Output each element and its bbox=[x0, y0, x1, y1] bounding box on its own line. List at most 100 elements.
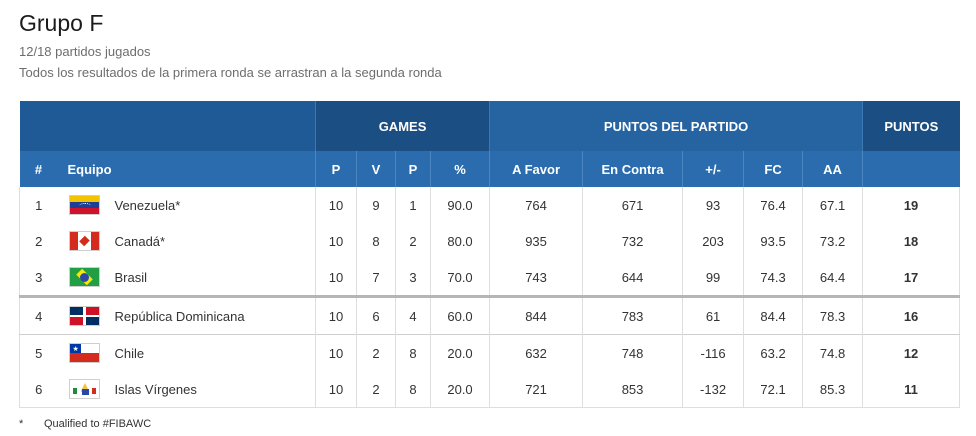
team-name[interactable]: Brasil bbox=[114, 269, 148, 285]
column-header-won[interactable]: V bbox=[356, 151, 396, 187]
column-header-points-for[interactable]: A Favor bbox=[489, 151, 583, 187]
points-against-cell: 732 bbox=[582, 223, 683, 259]
column-header-diff[interactable]: +/- bbox=[682, 151, 744, 187]
dominican-republic-flag-icon bbox=[68, 306, 100, 326]
aa-cell: 78.3 bbox=[802, 295, 863, 335]
table-row[interactable]: 5 ★ Chile 10 2 8 20.0 632 748 -116 63.2 … bbox=[19, 334, 960, 371]
brazil-flag-icon bbox=[68, 267, 100, 287]
chile-flag-icon: ★ bbox=[68, 343, 100, 363]
points-cell: 19 bbox=[862, 187, 960, 223]
fc-cell: 72.1 bbox=[743, 371, 803, 408]
points-against-cell: 853 bbox=[582, 371, 683, 408]
fc-cell: 74.3 bbox=[743, 259, 803, 297]
points-against-cell: 671 bbox=[582, 187, 683, 223]
aa-cell: 74.8 bbox=[802, 334, 863, 371]
won-cell: 7 bbox=[356, 259, 396, 297]
team-name[interactable]: Chile bbox=[114, 345, 145, 361]
diff-cell: -116 bbox=[682, 334, 744, 371]
footnote-symbol: * bbox=[19, 418, 24, 430]
team-name[interactable]: Islas Vírgenes bbox=[114, 381, 197, 397]
points-against-cell: 748 bbox=[582, 334, 683, 371]
group-header-blank bbox=[19, 101, 316, 151]
diff-cell: 203 bbox=[682, 223, 744, 259]
diff-cell: 61 bbox=[682, 295, 744, 335]
column-header-played[interactable]: P bbox=[315, 151, 357, 187]
points-for-cell: 721 bbox=[489, 371, 583, 408]
win-pct-cell: 20.0 bbox=[429, 371, 490, 408]
fc-cell: 84.4 bbox=[743, 295, 803, 335]
points-cell: 18 bbox=[862, 223, 960, 259]
rank-cell: 2 bbox=[35, 233, 43, 249]
points-cell: 12 bbox=[862, 334, 960, 371]
won-cell: 6 bbox=[356, 295, 396, 335]
team-name[interactable]: República Dominicana bbox=[114, 308, 245, 324]
diff-cell: 93 bbox=[682, 187, 744, 223]
table-row[interactable]: 3 Brasil 10 7 3 70.0 743 644 99 74.3 64.… bbox=[20, 259, 960, 297]
lost-cell: 8 bbox=[395, 371, 431, 408]
played-cell: 10 bbox=[315, 187, 357, 223]
team-name[interactable]: Venezuela* bbox=[114, 197, 181, 213]
win-pct-cell: 90.0 bbox=[429, 187, 490, 223]
rank-cell: 4 bbox=[19, 295, 58, 335]
rank-cell: 6 bbox=[19, 371, 58, 408]
games-played-count: 12/18 partidos jugados bbox=[19, 44, 151, 59]
page-title: Grupo F bbox=[19, 10, 104, 36]
column-header-points-against[interactable]: En Contra bbox=[582, 151, 683, 187]
win-pct-cell: 70.0 bbox=[429, 259, 490, 297]
lost-cell: 1 bbox=[395, 187, 431, 223]
won-cell: 9 bbox=[356, 187, 396, 223]
played-cell: 10 bbox=[315, 334, 357, 371]
points-cell: 17 bbox=[862, 259, 960, 297]
rank-cell: 3 bbox=[35, 269, 43, 285]
virgin-islands-flag-icon bbox=[68, 379, 100, 399]
played-cell: 10 bbox=[315, 223, 357, 259]
points-for-cell: 764 bbox=[489, 187, 583, 223]
played-cell: 10 bbox=[315, 371, 357, 408]
column-header-fc[interactable]: FC bbox=[743, 151, 803, 187]
table-row[interactable]: 4 República Dominicana 10 6 4 60.0 844 7… bbox=[19, 295, 960, 335]
lost-cell: 8 bbox=[395, 334, 431, 371]
group-header-points: PUNTOS bbox=[862, 101, 960, 151]
fc-cell: 63.2 bbox=[743, 334, 803, 371]
lost-cell: 3 bbox=[395, 259, 431, 297]
fc-cell: 93.5 bbox=[743, 223, 803, 259]
win-pct-cell: 60.0 bbox=[429, 295, 490, 335]
lost-cell: 4 bbox=[395, 295, 431, 335]
lost-cell: 2 bbox=[395, 223, 431, 259]
diff-cell: -132 bbox=[682, 371, 744, 408]
column-header-win-pct[interactable]: % bbox=[429, 151, 490, 187]
points-for-cell: 632 bbox=[489, 334, 583, 371]
rank-cell: 1 bbox=[35, 197, 43, 213]
column-header-points bbox=[862, 151, 960, 187]
column-header-team[interactable]: Equipo bbox=[57, 151, 316, 187]
points-against-cell: 644 bbox=[582, 259, 683, 297]
standings-table: GAMES PUNTOS DEL PARTIDO PUNTOS # Equipo… bbox=[19, 101, 960, 408]
column-header-lost[interactable]: P bbox=[395, 151, 431, 187]
won-cell: 2 bbox=[356, 371, 396, 408]
played-cell: 10 bbox=[315, 295, 357, 335]
aa-cell: 64.4 bbox=[802, 259, 863, 297]
win-pct-cell: 20.0 bbox=[429, 334, 490, 371]
won-cell: 2 bbox=[356, 334, 396, 371]
canada-flag-icon bbox=[68, 231, 100, 251]
group-header-games: GAMES bbox=[314, 101, 490, 151]
table-row[interactable]: 6 Islas Vírgenes 10 2 8 20.0 721 853 -13… bbox=[19, 371, 960, 408]
points-against-cell: 783 bbox=[582, 295, 683, 335]
points-for-cell: 743 bbox=[489, 259, 583, 297]
fc-cell: 76.4 bbox=[743, 187, 803, 223]
round-note: Todos los resultados de la primera ronda… bbox=[19, 65, 442, 80]
table-row[interactable]: 1 Venezuela* 10 9 1 90.0 764 671 93 bbox=[20, 187, 960, 223]
won-cell: 8 bbox=[356, 223, 396, 259]
venezuela-flag-icon bbox=[68, 195, 100, 215]
column-header-rank[interactable]: # bbox=[19, 151, 58, 187]
aa-cell: 85.3 bbox=[802, 371, 863, 408]
team-name[interactable]: Canadá* bbox=[114, 233, 166, 249]
points-for-cell: 935 bbox=[489, 223, 583, 259]
points-cell: 11 bbox=[862, 371, 960, 408]
win-pct-cell: 80.0 bbox=[429, 223, 490, 259]
column-header-aa[interactable]: AA bbox=[802, 151, 863, 187]
aa-cell: 67.1 bbox=[802, 187, 863, 223]
qualification-footnote: * Qualified to #FIBAWC bbox=[19, 418, 151, 430]
footnote-text: Qualified to #FIBAWC bbox=[44, 418, 152, 430]
table-row[interactable]: 2 Canadá* 10 8 2 80.0 935 732 203 93 bbox=[20, 223, 960, 259]
